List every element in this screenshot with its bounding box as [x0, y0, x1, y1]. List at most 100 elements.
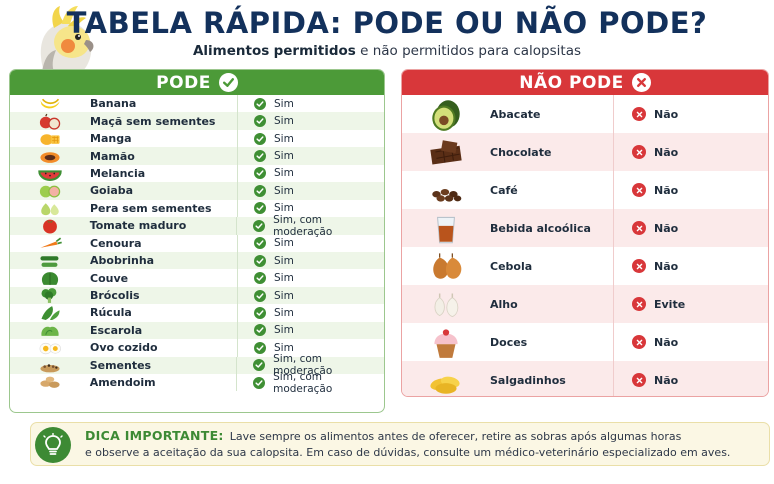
pode-header: PODE: [10, 70, 384, 95]
nao-status: Não: [614, 259, 678, 273]
nao-row: Chocolate Não: [402, 133, 768, 171]
pode-food-name: Tomate maduro: [90, 217, 238, 235]
pode-row: Mamão Sim: [10, 147, 384, 165]
arugula-icon: [41, 306, 60, 321]
nao-food-name: Cebola: [490, 247, 614, 285]
x-icon: [632, 373, 646, 387]
tip-line2: e observe a aceitação da sua calopsita. …: [85, 446, 731, 459]
zucchini-icon: [40, 256, 59, 268]
pode-row: Sementes Sim, com moderação: [10, 353, 384, 377]
lightbulb-icon: [35, 427, 71, 463]
nao-status-label: Não: [654, 259, 679, 273]
pode-status: Sim: [238, 272, 294, 285]
cupcake-icon: [434, 329, 458, 358]
seeds-icon: [40, 364, 60, 373]
pode-row: Escarola Sim: [10, 321, 384, 340]
pode-row: Manga Sim: [10, 129, 384, 148]
check-icon: [254, 254, 266, 267]
pode-row: Abobrinha Sim: [10, 251, 384, 270]
peanut-icon: [40, 376, 60, 389]
pode-food-name: Abobrinha: [90, 251, 238, 270]
pode-status-label: Sim: [274, 132, 294, 145]
pode-status: Sim: [238, 202, 294, 215]
pear-icon: [41, 203, 59, 215]
watermelon-icon: [38, 170, 62, 181]
pode-status-label: Sim: [274, 324, 294, 337]
subtitle-part1: Alimentos: [192, 43, 270, 59]
pode-status: Sim: [238, 324, 294, 337]
pode-food-name: Maçã sem sementes: [90, 112, 238, 130]
pode-status: Sim: [238, 289, 294, 302]
pode-status-label: Sim: [274, 254, 294, 267]
pode-status: Sim: [238, 132, 294, 145]
nao-status: Evite: [614, 297, 685, 311]
nao-pode-list: Abacate Não Chocolate Não Café Não Bebida alco…: [402, 95, 768, 396]
pode-food-name: Couve: [90, 269, 238, 287]
kale-icon: [41, 271, 59, 285]
check-icon: [253, 359, 266, 372]
check-icon: [253, 219, 266, 232]
pode-row: Rúcula Sim: [10, 304, 384, 322]
pode-status: Sim: [238, 97, 294, 110]
subtitle-part2: permitidos: [273, 43, 356, 59]
pode-panel: PODE Banana Sim Maçã sem sementes Sim Manga S…: [9, 69, 385, 413]
escarole-icon: [41, 326, 59, 336]
nao-row: Abacate Não: [402, 95, 768, 133]
nao-food-name: Bebida alcoólica: [490, 209, 614, 247]
pode-food-name: Rúcula: [90, 304, 238, 322]
pode-status-label: Sim, com moderação: [273, 213, 333, 238]
tip-text: DICA IMPORTANTE: Lave sempre os alimentos…: [85, 428, 759, 461]
nao-food-name: Abacate: [490, 95, 614, 133]
pode-status-label: Sim, com moderação: [273, 353, 333, 378]
chips-icon: [430, 376, 460, 394]
check-circle-icon: [218, 73, 238, 92]
mango-icon: [40, 134, 60, 145]
tip-box: DICA IMPORTANTE: Lave sempre os alimentos…: [30, 422, 770, 466]
tip-title: DICA IMPORTANTE:: [85, 428, 224, 443]
coffee-beans-icon: [432, 188, 462, 202]
check-icon: [254, 341, 266, 354]
x-icon: [632, 297, 646, 311]
page-title: TABELA RÁPIDA: PODE OU NÃO PODE?: [66, 6, 708, 40]
pode-status-label: Sim: [274, 115, 294, 128]
check-icon: [254, 324, 266, 337]
nao-status-label: Não: [654, 183, 679, 197]
check-icon: [254, 167, 266, 180]
nao-pode-header-label: NÃO PODE: [519, 72, 624, 93]
pode-food-name: Sementes: [90, 356, 238, 374]
check-icon: [254, 289, 266, 302]
pode-row: Goiaba Sim: [10, 182, 384, 200]
check-icon: [254, 306, 266, 319]
nao-food-name: Doces: [490, 323, 614, 361]
pode-status-label: Sim: [274, 289, 294, 302]
pode-status-label: Sim: [274, 184, 294, 197]
pode-food-name: Brócolis: [90, 286, 238, 305]
x-icon: [632, 335, 646, 349]
pode-status-label: Sim: [274, 150, 294, 163]
pode-food-name: Melancia: [90, 164, 238, 183]
guava-icon: [39, 186, 61, 198]
alcohol-glass-icon: [436, 216, 456, 244]
nao-status-label: Não: [654, 145, 679, 159]
pode-food-name: Amendoim: [90, 374, 238, 392]
x-icon: [632, 259, 646, 273]
nao-food-name: Café: [490, 171, 614, 209]
chocolate-icon: [430, 140, 462, 165]
pode-status-label: Sim: [274, 341, 294, 354]
nao-status-label: Evite: [654, 297, 686, 311]
pode-food-name: Cenoura: [90, 234, 238, 252]
nao-food-name: Alho: [490, 285, 614, 323]
tip-line1: Lave sempre os alimentos antes de oferec…: [229, 430, 682, 443]
pode-row: Brócolis Sim: [10, 286, 384, 305]
nao-pode-header: NÃO PODE: [402, 70, 768, 95]
subtitle-part3: e não permitidos para calopsitas: [360, 43, 582, 59]
nao-row: Doces Não: [402, 323, 768, 361]
nao-status: Não: [614, 107, 678, 121]
papaya-icon: [40, 151, 60, 163]
pode-row: Couve Sim: [10, 269, 384, 287]
pode-food-name: Goiaba: [90, 182, 238, 200]
pode-list: Banana Sim Maçã sem sementes Sim Manga Sim Mam…: [10, 95, 384, 395]
broccoli-icon: [41, 288, 57, 303]
pode-status-label: Sim: [274, 202, 294, 215]
x-icon: [632, 145, 646, 159]
